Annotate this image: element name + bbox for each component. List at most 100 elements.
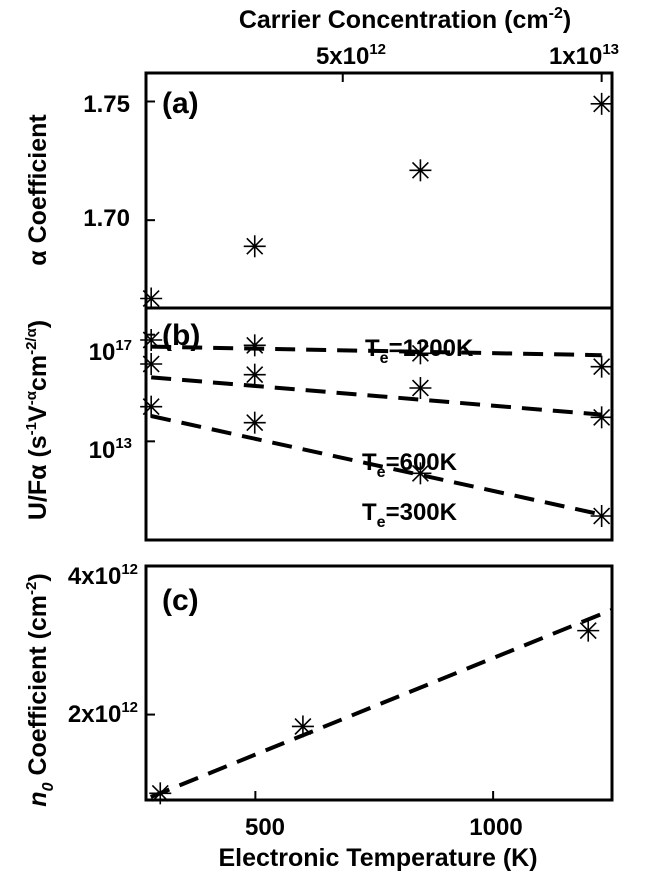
top-tick-label-2: 1x1013 [549, 41, 619, 70]
top-axis-title-sup: -2 [549, 5, 563, 22]
panel-b-series-3-point-1-stroke-3 [142, 398, 160, 416]
panel-b-series-2-point-4-stroke-3 [593, 408, 611, 426]
panel-c-point-3 [577, 619, 600, 642]
panel-b-series-3-point-2-stroke-3 [246, 414, 264, 432]
annot-300k-tail: =300K [386, 499, 458, 526]
panel-c-ytick-exp-1: 12 [121, 699, 138, 716]
panel-b-ytick-exp-2: 13 [115, 435, 132, 452]
panel-b-series-2-point-2-stroke-3 [246, 366, 264, 384]
panel-c-point-3-stroke-3 [579, 622, 597, 640]
panel-b-fit-line-1 [151, 344, 602, 358]
panel-c-ytick-base-1: 2x10 [68, 701, 121, 728]
bottom-tick-label-2: 1000 [469, 814, 522, 841]
panel-a-frame [144, 71, 614, 310]
panel-c-ylabel-sub: 0 [40, 782, 57, 791]
panel-b-series-1-point-1-stroke-3 [142, 331, 160, 349]
panel-b-series-2-point-4 [590, 406, 613, 429]
panel-c-ytick-base-2: 4x10 [68, 563, 121, 590]
panel-a-point-1-stroke-3 [142, 290, 160, 307]
panel-c-point-1 [149, 782, 172, 805]
annot-1200k-sub: e [380, 350, 389, 367]
panel-c-point-1-stroke-3 [151, 784, 169, 802]
panel-b-ytick-1: 1017 [89, 337, 132, 366]
panel-b-ylabel-cm: cm [24, 355, 52, 391]
panel-b-series-3-point-3 [409, 462, 432, 485]
panel-b-series-3-point-2 [243, 411, 266, 434]
panel-b-ylabel-sup3: -2/α [23, 327, 40, 355]
panel-a-point-2-stroke-3 [246, 237, 264, 255]
panel-b-series-3-point-4-stroke-3 [593, 507, 611, 525]
panel-b-series-2-point-3-stroke-3 [411, 379, 429, 397]
panel-a-label: (a) [162, 87, 199, 120]
panel-a-ytick-1: 1.70 [83, 205, 130, 232]
panel-a-ylabel: α Coefficient [24, 114, 52, 266]
panel-c-ylabel-rest: Coefficient (cm [24, 595, 52, 783]
panel-b-ylabel-base: U/F [24, 480, 52, 520]
panel-c-point-2 [291, 715, 314, 738]
bottom-tick-label-1: 500 [245, 814, 285, 841]
panel-a-point-4 [590, 92, 613, 115]
panel-b-ylabel: U/Fα (s-1V-αcm-2/α) [23, 320, 52, 520]
top-axis-title-tail: ) [563, 6, 571, 34]
x-axis-title: Electronic Temperature (K) [218, 844, 537, 872]
panel-b-ylabel-alpha: α (s [24, 435, 52, 480]
panel-b-series-1-point-2 [243, 334, 266, 357]
annot-1200k-T: T [365, 335, 380, 362]
top-tick-base-1: 5x10 [316, 43, 369, 70]
chart-marks [140, 73, 613, 805]
panel-b-series-1-point-1 [140, 329, 163, 351]
annot-1200k: Te=1200K [365, 335, 474, 367]
panel-b-fit-line-3 [150, 414, 603, 517]
panel-b-series-3-point-3-stroke-3 [411, 464, 429, 482]
panel-c-label: (c) [162, 584, 199, 617]
panel-b-series-2-point-2 [243, 363, 266, 386]
panel-b-series-1-point-3-stroke-3 [411, 344, 429, 362]
panel-b-series-3-point-4 [590, 505, 613, 527]
panel-a-point-1 [140, 287, 163, 310]
panel-b-series-2-point-3 [409, 377, 432, 399]
panel-b-series-2-point-1 [140, 353, 163, 375]
panel-b-series-1-point-3 [409, 342, 432, 365]
panel-c-ylabel: n0 Coefficient (cm-2) [23, 573, 57, 806]
panel-b-series-3-point-1 [140, 395, 163, 418]
annot-300k-sub: e [377, 514, 386, 531]
top-tick-exp-2: 13 [602, 41, 619, 58]
panel-c-fit-line [150, 607, 613, 799]
panel-b-ylabel-V: V [24, 405, 52, 422]
panel-a-point-3 [409, 159, 432, 182]
panel-a-ytick-2: 1.75 [83, 91, 130, 118]
panel-c-ytick-2: 4x1012 [68, 561, 138, 590]
panel-c-ylabel-n: n [24, 791, 52, 806]
panel-b-series-1-point-4-stroke-3 [593, 358, 611, 376]
panel-c-frame [144, 564, 614, 802]
panel-c-ylabel-tail: ) [24, 573, 52, 581]
panel-b-ylabel-close: ) [24, 320, 52, 328]
top-tick-base-2: 1x10 [549, 43, 602, 70]
panel-b-ytick-exp-1: 17 [115, 337, 132, 354]
annot-1200k-tail: =1200K [389, 335, 474, 362]
top-tick-label-1: 5x1012 [316, 41, 386, 70]
panel-c-ytick-1: 2x1012 [68, 699, 138, 728]
panel-a-point-2 [243, 235, 266, 258]
annot-600k-sub: e [377, 464, 386, 481]
panel-b-frame [144, 306, 614, 542]
panel-b-ytick-base-2: 10 [89, 437, 116, 464]
annot-300k: Te=300K [362, 499, 458, 531]
panel-a-point-3-stroke-3 [411, 161, 429, 179]
panel-b-fit-line-2 [151, 375, 602, 417]
annot-300k-T: T [362, 499, 377, 526]
panel-b-series-1-point-4 [590, 355, 613, 378]
panel-c-ytick-exp-2: 12 [121, 561, 138, 578]
top-tick-exp-1: 12 [369, 41, 386, 58]
top-axis-title-main: Carrier Concentration (cm [239, 6, 549, 34]
panel-b-ylabel-sup2: -α [23, 390, 40, 405]
top-axis-title: Carrier Concentration (cm-2) [239, 5, 571, 34]
panel-b-ylabel-sup1: -1 [23, 422, 40, 435]
panel-c-ylabel-sup: -2 [23, 582, 40, 595]
panel-b-ytick-base-1: 10 [89, 339, 116, 366]
panel-c-point-2-stroke-3 [294, 717, 312, 735]
panel-b-series-2-point-1-stroke-3 [142, 355, 160, 373]
panel-b-ytick-2: 1013 [89, 435, 132, 464]
panel-b-series-1-point-2-stroke-3 [246, 336, 264, 354]
